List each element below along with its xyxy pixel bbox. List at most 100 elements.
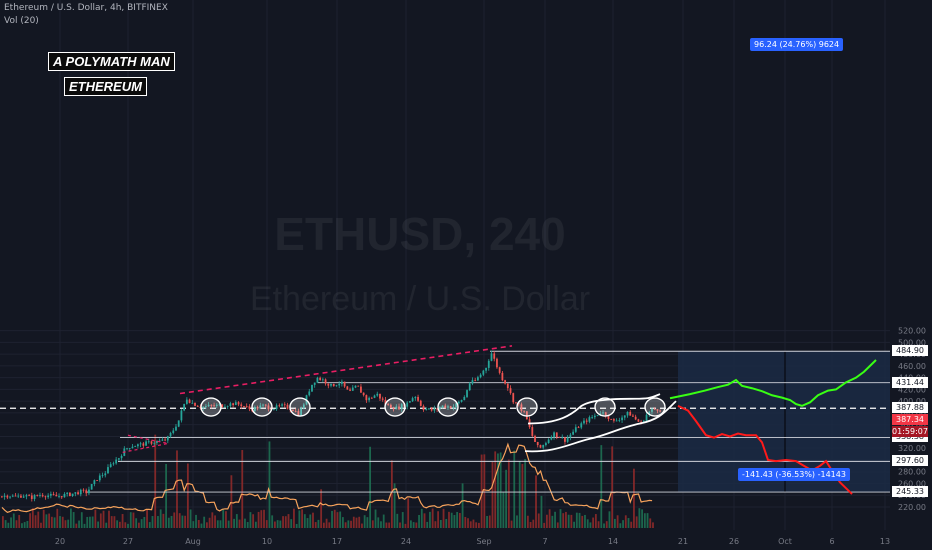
time-tick-label: 27 <box>123 537 133 546</box>
candle-body <box>297 411 300 416</box>
candle-body <box>156 441 158 443</box>
volume-bar <box>219 520 222 528</box>
candle-body <box>229 403 232 407</box>
volume-bar <box>453 515 456 528</box>
time-tick-label: 7 <box>542 537 547 546</box>
candle-body <box>36 495 39 496</box>
volume-bar <box>573 521 575 528</box>
candle-body <box>506 383 509 389</box>
candle-body <box>648 411 651 415</box>
volume-bar <box>350 520 352 528</box>
volume-bar <box>322 522 325 528</box>
candle-body <box>419 400 422 406</box>
candle-body <box>653 408 656 410</box>
volume-bar <box>170 515 173 528</box>
volume-bar <box>638 508 641 528</box>
candle-body <box>395 406 398 410</box>
candle-body <box>409 401 411 403</box>
volume-bar <box>652 522 654 528</box>
volume-bar <box>450 512 453 528</box>
price-tick-label: 460.00 <box>898 362 926 371</box>
volume-bar <box>197 519 200 528</box>
candle-body <box>243 406 245 407</box>
candle-body <box>316 377 319 383</box>
volume-bar <box>439 520 442 528</box>
symbol-title[interactable]: Ethereum / U.S. Dollar, 4h, BITFINEX <box>4 3 168 13</box>
time-tick-label: 21 <box>678 537 688 546</box>
volume-indicator-label[interactable]: Vol (20) <box>4 16 39 26</box>
candle-body <box>515 402 517 404</box>
volume-bar <box>4 520 7 528</box>
price-tick-label: 520.00 <box>898 327 926 336</box>
candle-body <box>166 436 169 441</box>
candle-body <box>542 445 545 448</box>
volume-bar <box>513 450 516 528</box>
volume-bar <box>499 452 502 528</box>
candle-body <box>376 393 379 396</box>
volume-bar <box>176 450 178 528</box>
volume-bar <box>600 445 603 528</box>
candle-body <box>623 415 626 418</box>
watermark: ETHUSD, 240 Ethereum / U.S. Dollar <box>250 208 590 318</box>
candle-body <box>47 495 50 498</box>
volume-bar <box>34 515 37 528</box>
candle-body <box>604 412 607 417</box>
candle-body <box>411 398 414 402</box>
level-price-label: 431.44 <box>892 376 928 388</box>
volume-bar <box>29 513 31 528</box>
price-tick-label: 400.00 <box>898 397 926 406</box>
volume-bar <box>377 517 380 528</box>
volume-bar <box>48 513 51 528</box>
candle-body <box>632 415 634 417</box>
volume-bar <box>355 517 358 528</box>
candle-body <box>115 459 118 464</box>
volume-bar <box>578 512 581 528</box>
volume-bar <box>643 513 646 528</box>
time-axis[interactable]: 20 27 Aug 10 17 24 Sep 7 14 21 26 Oct 6 13 <box>0 531 932 550</box>
candle-body <box>588 417 591 422</box>
volume-bar <box>448 511 450 528</box>
candle-body <box>175 426 177 431</box>
volume-bar <box>309 514 312 528</box>
candle-body <box>245 406 248 408</box>
candle-body <box>387 404 390 406</box>
time-tick-label: 17 <box>332 537 342 546</box>
volume-bar <box>608 511 611 528</box>
candle-body <box>259 405 262 409</box>
candle-body <box>226 406 229 407</box>
volume-bar <box>45 514 48 528</box>
candle-body <box>117 458 120 460</box>
candle-body <box>493 353 496 359</box>
volume-bar <box>260 510 263 528</box>
touch-circle <box>644 397 666 417</box>
candle-body <box>98 475 101 481</box>
candle-body <box>213 405 215 407</box>
volume-bar <box>521 463 524 528</box>
watermark-ticker: ETHUSD, 240 <box>274 208 565 260</box>
volume-bar <box>423 513 426 528</box>
volume-bar <box>301 509 303 528</box>
volume-bar <box>186 463 189 528</box>
volume-bar <box>274 521 276 528</box>
volume-bar <box>257 511 260 528</box>
candle-body <box>498 367 501 373</box>
volume-bar <box>516 515 518 528</box>
candle-body <box>539 445 542 448</box>
candle-body <box>218 404 221 406</box>
candle-body <box>490 353 493 361</box>
volume-bar <box>507 459 510 528</box>
candle-body <box>479 374 482 378</box>
volume-bar <box>67 519 70 528</box>
volume-bar <box>581 515 584 528</box>
candle-body <box>11 495 14 497</box>
candle-body <box>360 386 362 393</box>
volume-bar <box>162 513 165 528</box>
volume-bar <box>410 520 412 528</box>
volume-bar <box>40 522 42 528</box>
volume-bar <box>195 514 197 528</box>
volume-bar <box>293 508 295 528</box>
candle-body <box>28 495 30 497</box>
price-axis[interactable]: 220.00240.00260.00280.00300.00320.00340.… <box>890 0 932 530</box>
level-price-label: 338.38 <box>892 431 928 443</box>
volume-bar <box>249 512 252 528</box>
